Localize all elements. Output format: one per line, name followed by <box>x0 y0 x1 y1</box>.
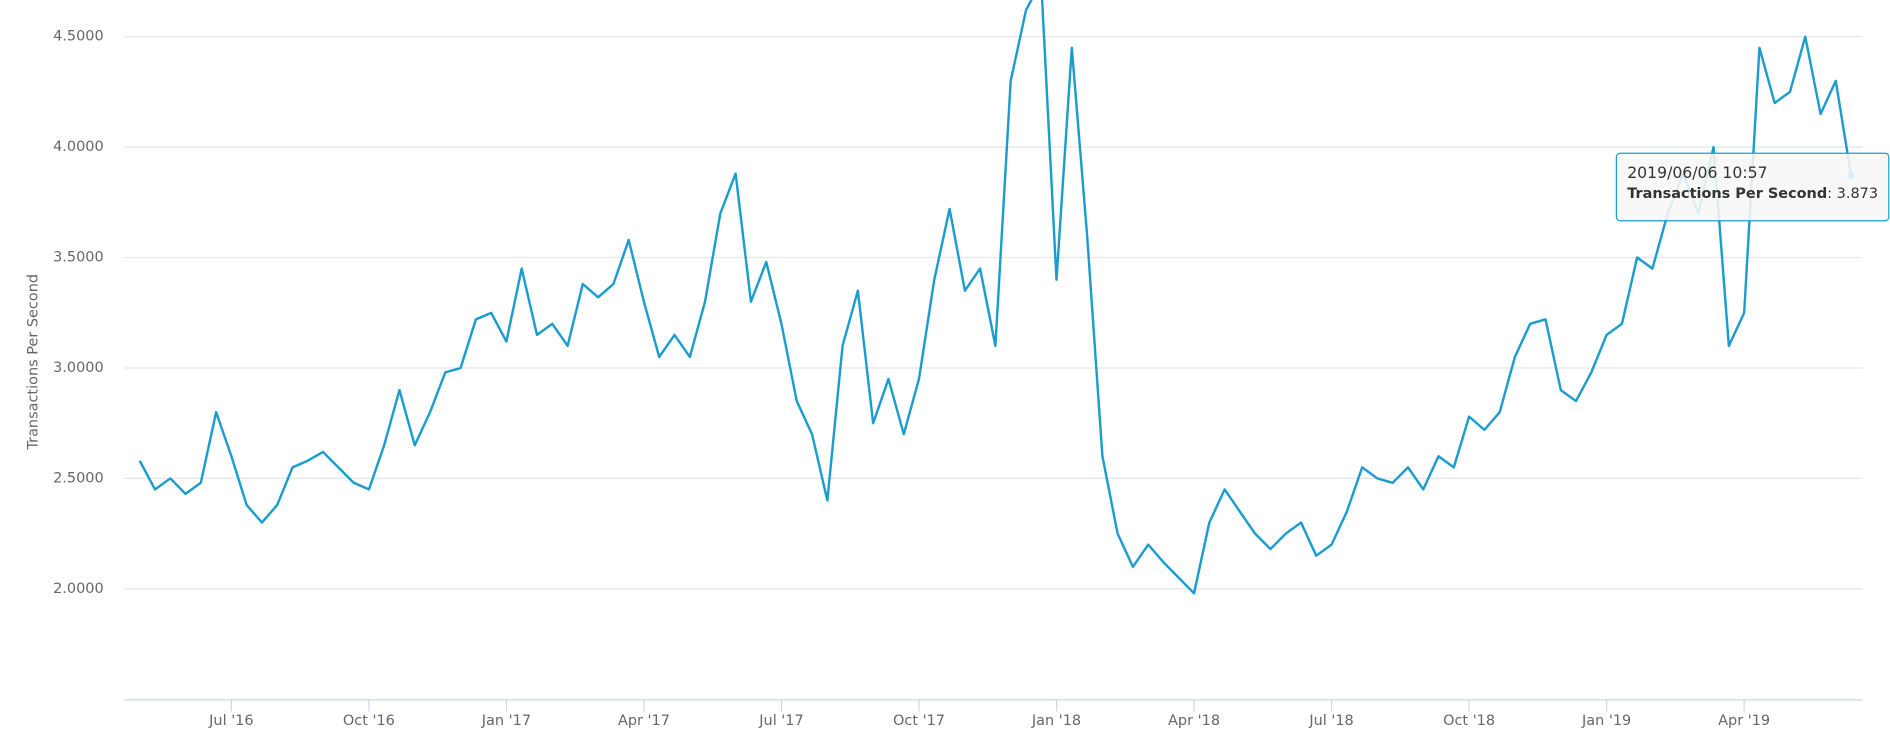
x-tick-label: Jan '18 <box>1031 713 1081 729</box>
y-tick-label: 2.5000 <box>53 470 104 486</box>
tooltip-sep: : <box>1827 186 1836 202</box>
y-tick-label: 3.0000 <box>53 360 104 376</box>
x-tick-label: Oct '16 <box>343 713 395 729</box>
tooltip-box <box>1615 152 1890 222</box>
x-tick-label: Oct '18 <box>1443 713 1495 729</box>
x-tick-label: Apr '18 <box>1168 713 1220 729</box>
plot <box>138 0 1855 595</box>
x-tick-label: Apr '19 <box>1718 713 1770 729</box>
x-tick-label: Jul '16 <box>208 713 253 729</box>
tooltip-value: 3.873 <box>1837 186 1878 202</box>
x-tick-label: Jul '17 <box>758 713 803 729</box>
tooltip: 2019/06/06 10:57 Transactions Per Second:… <box>1615 152 1890 222</box>
x-tick-label: Jan '17 <box>481 713 531 729</box>
y-axis-label: Transactions Per Second <box>26 274 42 451</box>
x-tick-label: Oct '17 <box>893 713 945 729</box>
y-tick-label: 2.0000 <box>53 581 104 597</box>
y-tick-label: 4.5000 <box>53 29 104 45</box>
grid: 2.00002.50003.00003.50004.00004.50005.00… <box>53 29 1863 729</box>
tooltip-date: 2019/06/06 10:57 <box>1627 163 1767 182</box>
line <box>138 0 1853 595</box>
x-tick-label: Jul '18 <box>1308 713 1353 729</box>
y-tick-label: 4.0000 <box>53 139 104 155</box>
tooltip-series: Transactions Per Second <box>1627 186 1827 202</box>
x-tick-label: Jan '19 <box>1581 713 1631 729</box>
x-tick-label: Apr '17 <box>618 713 670 729</box>
y-tick-label: 3.5000 <box>53 250 104 266</box>
tooltip-value-line: Transactions Per Second: 3.873 <box>1627 186 1878 202</box>
